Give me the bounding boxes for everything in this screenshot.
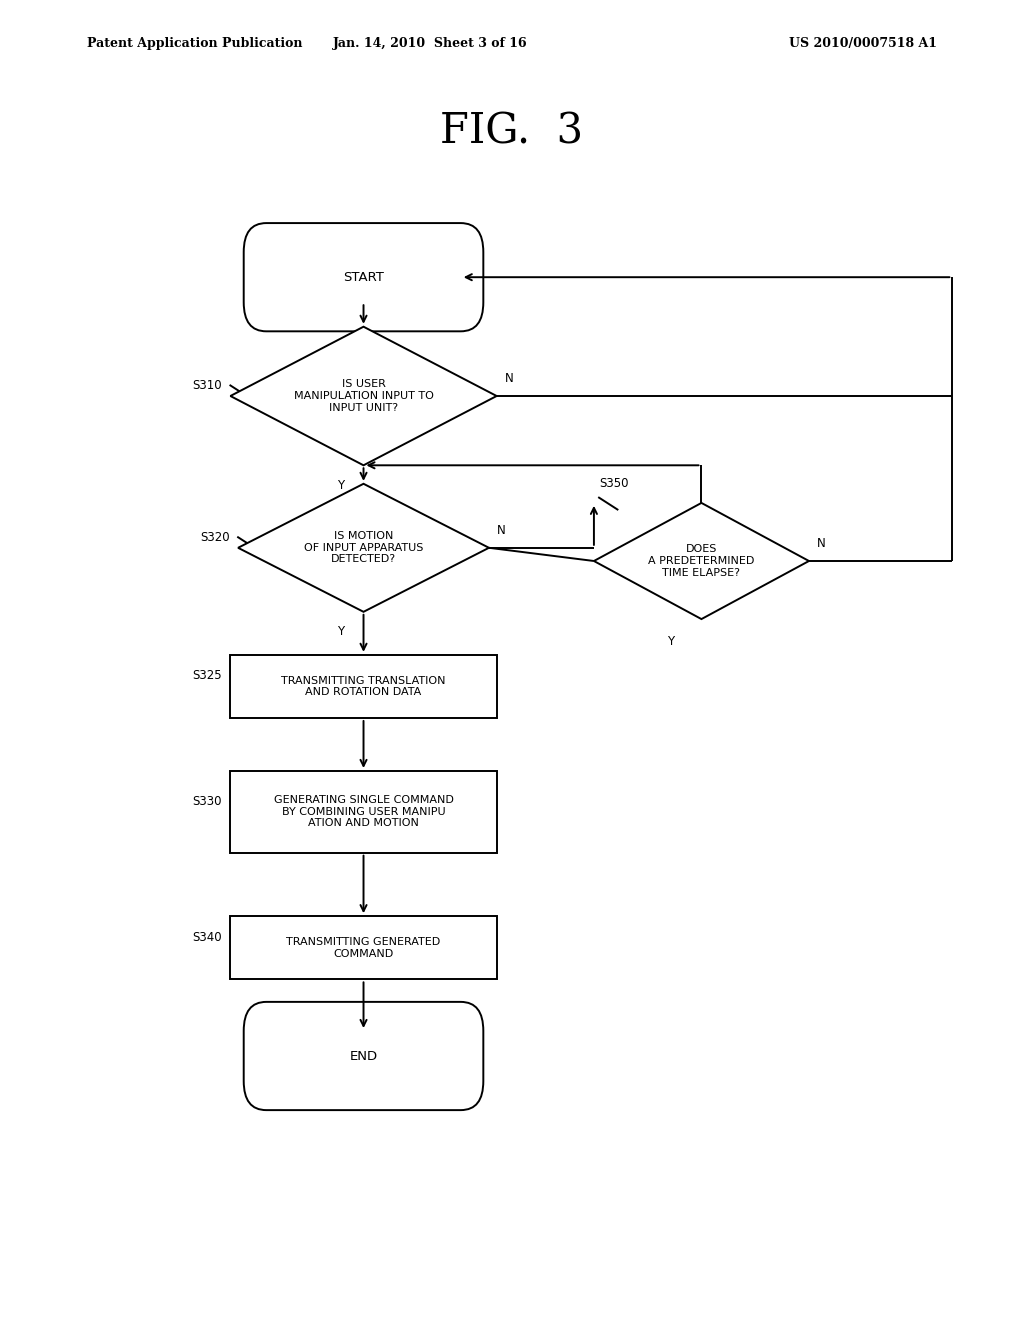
Text: Jan. 14, 2010  Sheet 3 of 16: Jan. 14, 2010 Sheet 3 of 16: [333, 37, 527, 50]
Text: START: START: [343, 271, 384, 284]
FancyBboxPatch shape: [244, 223, 483, 331]
Text: N: N: [498, 524, 506, 537]
Text: FIG.  3: FIG. 3: [440, 111, 584, 153]
Text: S330: S330: [193, 795, 222, 808]
Text: N: N: [505, 372, 514, 385]
Text: TRANSMITTING TRANSLATION
AND ROTATION DATA: TRANSMITTING TRANSLATION AND ROTATION DA…: [282, 676, 445, 697]
Text: Y: Y: [338, 479, 344, 491]
Text: S340: S340: [193, 931, 222, 944]
Polygon shape: [238, 484, 489, 612]
Bar: [230, 771, 497, 853]
Text: Patent Application Publication: Patent Application Publication: [87, 37, 302, 50]
Text: GENERATING SINGLE COMMAND
BY COMBINING USER MANIPU
ATION AND MOTION: GENERATING SINGLE COMMAND BY COMBINING U…: [273, 795, 454, 829]
Text: END: END: [349, 1049, 378, 1063]
Text: Y: Y: [338, 626, 344, 638]
FancyBboxPatch shape: [244, 1002, 483, 1110]
Text: US 2010/0007518 A1: US 2010/0007518 A1: [788, 37, 937, 50]
Bar: [230, 655, 497, 718]
Text: N: N: [817, 537, 826, 550]
Text: S325: S325: [193, 669, 222, 682]
Text: IS USER
MANIPULATION INPUT TO
INPUT UNIT?: IS USER MANIPULATION INPUT TO INPUT UNIT…: [294, 379, 433, 413]
Text: TRANSMITTING GENERATED
COMMAND: TRANSMITTING GENERATED COMMAND: [287, 937, 440, 958]
Text: S320: S320: [201, 531, 229, 544]
Bar: [230, 916, 497, 979]
Polygon shape: [230, 327, 497, 466]
Text: Y: Y: [668, 635, 674, 648]
Polygon shape: [594, 503, 809, 619]
Text: S350: S350: [599, 477, 629, 490]
Text: IS MOTION
OF INPUT APPARATUS
DETECTED?: IS MOTION OF INPUT APPARATUS DETECTED?: [304, 531, 423, 565]
Text: S310: S310: [193, 379, 222, 392]
Text: DOES
A PREDETERMINED
TIME ELAPSE?: DOES A PREDETERMINED TIME ELAPSE?: [648, 544, 755, 578]
